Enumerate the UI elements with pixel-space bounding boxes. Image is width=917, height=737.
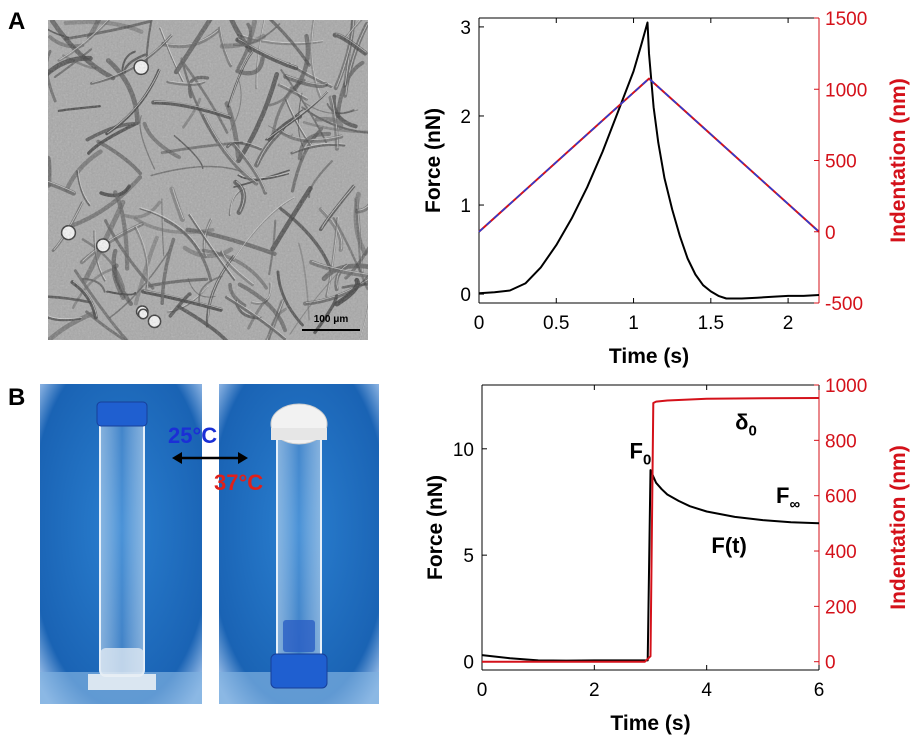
tube-photo-25c [40,384,202,704]
indentation-series-line [478,77,820,233]
force-indentation-ramp-chart: 0 0.5 1 1.5 2 0 1 2 3 -500 0 500 1000 1500 Time (s) For… [422,9,910,368]
x-tick-label: 4 [701,680,712,701]
y-tick-label: 3 [460,18,471,39]
annotation-label: F∞ [776,483,800,513]
indentation-series-line [482,397,820,663]
x-tick-label: 1.5 [698,313,724,334]
scale-bar-line [302,329,360,331]
y2-axis-label: Indentation (nm) [887,445,910,609]
y-tick-label: 10 [453,440,474,461]
y2-axis-label: Indentation (nm) [887,78,910,242]
y2-tick-label: 600 [825,487,857,508]
y-tick-label: 0 [463,652,474,673]
x-tick-label: 1 [628,313,639,334]
x-tick-label: 6 [814,680,825,701]
x-axis-label: Time (s) [610,712,690,735]
x-tick-label: 0 [477,680,488,701]
micrograph-texture [48,20,368,340]
temperature-37c-label: 37°C [214,470,264,495]
x-tick-label: 0 [474,313,485,334]
x-tick-label: 2 [589,680,600,701]
y-axis-label: Force (nN) [424,475,447,580]
panel-label-a: A [8,8,26,35]
annotation-label: F(t) [711,533,746,558]
panel-label-b: B [8,384,26,411]
y-tick-label: 1 [460,196,471,217]
y2-tick-label: 0 [825,653,836,674]
force-series-line [478,21,820,300]
annotation-label: δ0 [735,409,757,439]
y-tick-label: 0 [460,285,471,306]
y2-tick-label: 1500 [825,9,867,30]
tube-photo-37c [219,384,379,704]
y2-tick-label: 500 [825,152,857,173]
double-arrow-icon [172,452,248,464]
x-tick-label: 0.5 [543,313,569,334]
x-axis-label: Time (s) [609,345,689,368]
y2-tick-label: -500 [825,294,863,315]
force-series-line [481,469,820,662]
temperature-25c-label: 25°C [168,423,218,448]
y-tick-label: 2 [460,107,471,128]
y-axis-label: Force (nN) [422,108,445,213]
scale-bar-label: 100 μm [313,314,349,325]
scale-bar: 100 μm [302,314,360,332]
y2-tick-label: 1000 [825,80,867,101]
y2-tick-label: 1000 [825,376,867,397]
indentation-series-line-dashed [478,77,820,233]
y2-tick-label: 400 [825,542,857,563]
cell-micrograph: 100 μm [48,20,368,340]
y2-tick-label: 800 [825,431,857,452]
x-tick-label: 2 [783,313,794,334]
y-tick-label: 5 [463,546,474,567]
y2-tick-label: 200 [825,597,857,618]
y2-tick-label: 0 [825,223,836,244]
annotation-label: F0 [629,438,651,468]
